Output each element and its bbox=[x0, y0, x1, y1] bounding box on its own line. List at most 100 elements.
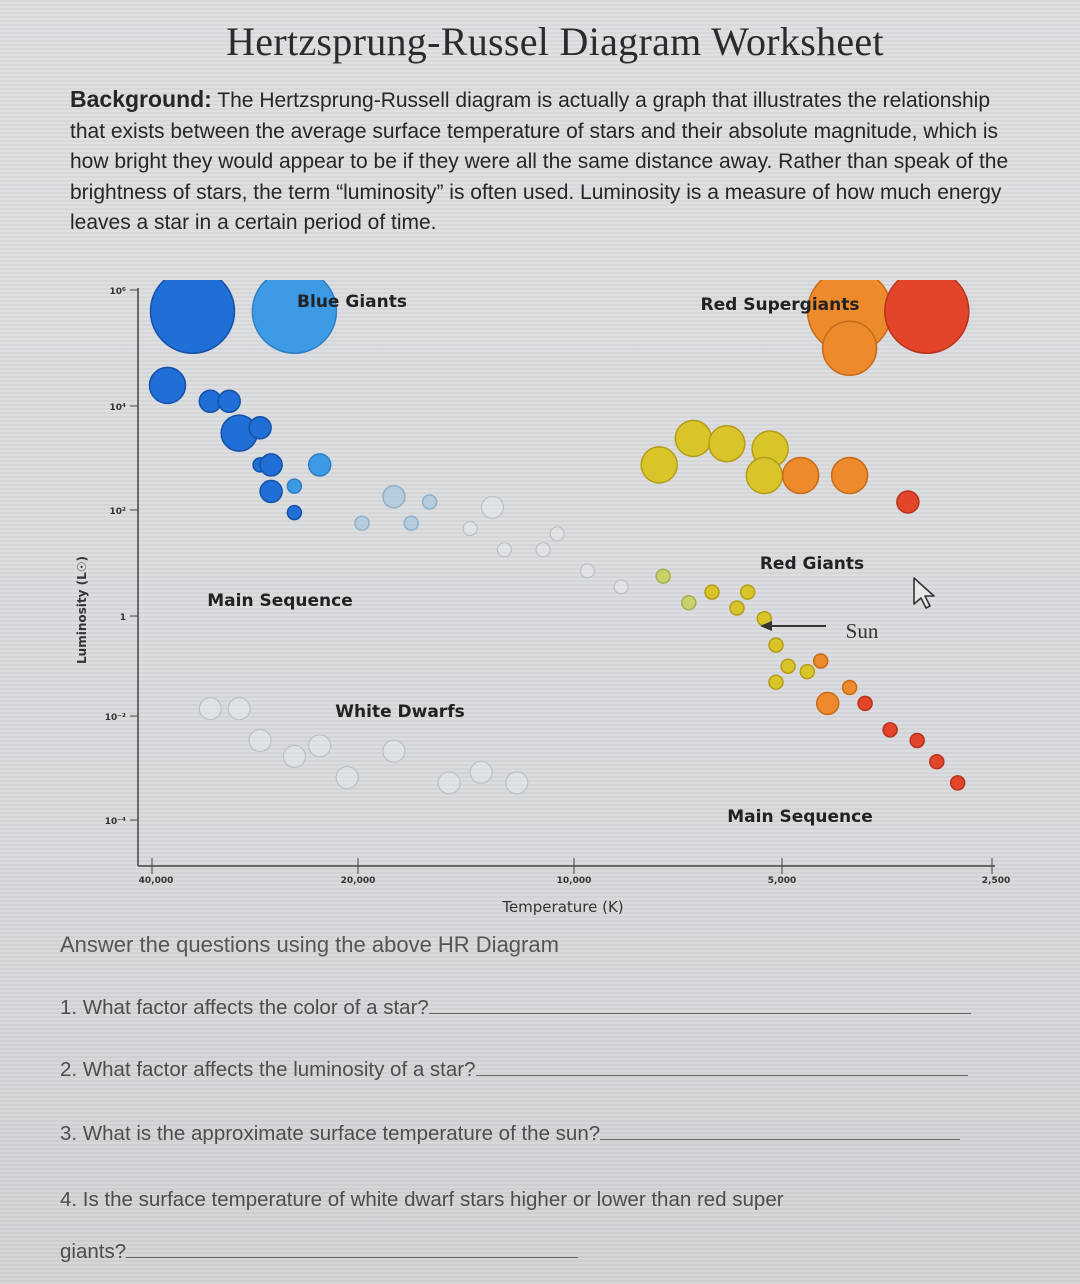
star-point bbox=[251, 280, 338, 354]
star-point bbox=[729, 600, 745, 616]
sun-arrow bbox=[760, 621, 826, 631]
x-tick-label: 20,000 bbox=[341, 876, 376, 886]
star-point bbox=[579, 563, 596, 579]
star-point bbox=[469, 760, 493, 784]
label-main-sequence-upper: Main Sequence bbox=[207, 591, 353, 611]
question-4: 4. Is the surface temperature of white d… bbox=[60, 1188, 784, 1212]
star-point bbox=[708, 424, 746, 463]
y-tick-label: 10⁴ bbox=[110, 403, 127, 413]
y-tick-label: 10² bbox=[110, 507, 127, 517]
star-point bbox=[335, 766, 359, 790]
question-1: 1. What factor affects the color of a st… bbox=[60, 996, 971, 1020]
question-3: 3. What is the approximate surface tempe… bbox=[60, 1122, 961, 1146]
hr-diagram-svg: 10⁶ 10⁴ 10² 1 10⁻² 10⁻⁴ Luminosity (L☉) … bbox=[75, 280, 1010, 916]
star-point bbox=[768, 674, 784, 690]
x-axis-label: Temperature (K) bbox=[501, 898, 623, 916]
question-3-text: 3. What is the approximate surface tempe… bbox=[60, 1122, 601, 1145]
y-tick-label: 10⁻⁴ bbox=[105, 817, 126, 827]
answer-blank-2[interactable] bbox=[475, 1074, 968, 1076]
label-main-sequence-lower: Main Sequence bbox=[727, 807, 873, 827]
answer-blank-1[interactable] bbox=[428, 1012, 971, 1014]
question-1-text: 1. What factor affects the color of a st… bbox=[60, 996, 429, 1019]
label-blue-giants: Blue Giants bbox=[297, 292, 407, 312]
star-point bbox=[781, 456, 820, 495]
question-4-continued: giants? bbox=[60, 1240, 579, 1264]
x-tick-label: 2,500 bbox=[982, 876, 1010, 886]
star-point bbox=[259, 453, 283, 477]
star-points bbox=[148, 280, 970, 795]
star-point bbox=[780, 658, 796, 675]
answer-blank-4[interactable] bbox=[126, 1256, 579, 1258]
sun-arrow-head bbox=[760, 621, 772, 631]
star-point bbox=[227, 697, 251, 721]
answer-blank-3[interactable] bbox=[600, 1138, 961, 1140]
background-label: Background: bbox=[70, 86, 212, 112]
question-2-text: 2. What factor affects the luminosity of… bbox=[60, 1058, 476, 1081]
star-point bbox=[496, 542, 512, 558]
question-2: 2. What factor affects the luminosity of… bbox=[60, 1058, 968, 1082]
star-point bbox=[613, 579, 629, 595]
star-point bbox=[857, 695, 873, 712]
star-point bbox=[437, 771, 461, 795]
star-point bbox=[745, 456, 784, 495]
star-point bbox=[403, 515, 419, 531]
star-point bbox=[674, 419, 713, 458]
star-point bbox=[248, 728, 272, 753]
star-point bbox=[640, 446, 678, 484]
star-point bbox=[884, 280, 970, 354]
x-tick-label: 40,000 bbox=[139, 876, 174, 886]
star-point bbox=[830, 456, 869, 495]
y-ticks: 10⁶ 10⁴ 10² 1 10⁻² 10⁻⁴ bbox=[105, 287, 138, 827]
background-paragraph: Background: The Hertzsprung-Russell diag… bbox=[70, 84, 1030, 239]
star-point bbox=[217, 389, 241, 414]
background-text: The Hertzsprung-Russell diagram is actua… bbox=[70, 89, 1009, 234]
star-point bbox=[286, 478, 303, 494]
star-point bbox=[815, 691, 840, 716]
star-point bbox=[307, 453, 332, 477]
page-title: Hertzsprung-Russel Diagram Worksheet bbox=[226, 19, 884, 64]
star-point bbox=[421, 494, 438, 510]
star-point bbox=[841, 679, 858, 696]
star-point bbox=[909, 732, 925, 749]
y-tick-label: 10⁻² bbox=[105, 713, 126, 723]
star-point bbox=[739, 584, 756, 600]
star-point bbox=[505, 771, 529, 795]
x-tick-label: 10,000 bbox=[557, 876, 592, 886]
star-point bbox=[282, 744, 306, 768]
label-red-giants: Red Giants bbox=[760, 554, 864, 574]
star-point bbox=[286, 504, 303, 521]
star-point bbox=[149, 280, 236, 354]
star-point bbox=[681, 594, 697, 611]
star-point bbox=[198, 697, 222, 721]
label-sun: Sun bbox=[846, 619, 879, 643]
y-axis-label: Luminosity (L☉) bbox=[75, 556, 89, 664]
star-point bbox=[382, 739, 406, 763]
star-point bbox=[354, 515, 370, 531]
star-point bbox=[929, 753, 945, 770]
label-red-supergiants: Red Supergiants bbox=[701, 295, 860, 315]
hr-diagram: 10⁶ 10⁴ 10² 1 10⁻² 10⁻⁴ Luminosity (L☉) … bbox=[0, 280, 1080, 920]
mouse-cursor-shape bbox=[913, 577, 935, 609]
star-point bbox=[821, 320, 878, 377]
star-point bbox=[949, 775, 966, 791]
star-point bbox=[896, 490, 920, 514]
star-point bbox=[382, 484, 406, 509]
x-ticks: 40,000 20,000 10,000 5,000 2,500 bbox=[139, 858, 1010, 886]
star-point bbox=[882, 722, 898, 738]
x-tick-label: 5,000 bbox=[768, 876, 796, 886]
question-4-text-end: giants? bbox=[60, 1240, 127, 1263]
answer-intro: Answer the questions using the above HR … bbox=[60, 932, 559, 957]
y-tick-label: 1 bbox=[120, 613, 126, 623]
star-point bbox=[480, 495, 505, 519]
star-point bbox=[799, 663, 816, 680]
star-point bbox=[768, 637, 784, 653]
star-point bbox=[148, 366, 187, 405]
y-tick-label: 10⁶ bbox=[110, 287, 127, 297]
mouse-cursor-icon bbox=[913, 577, 935, 609]
question-4-text: 4. Is the surface temperature of white d… bbox=[60, 1188, 784, 1211]
star-point bbox=[308, 734, 332, 758]
star-point bbox=[704, 584, 720, 600]
star-point bbox=[248, 416, 272, 440]
star-point bbox=[812, 653, 829, 669]
